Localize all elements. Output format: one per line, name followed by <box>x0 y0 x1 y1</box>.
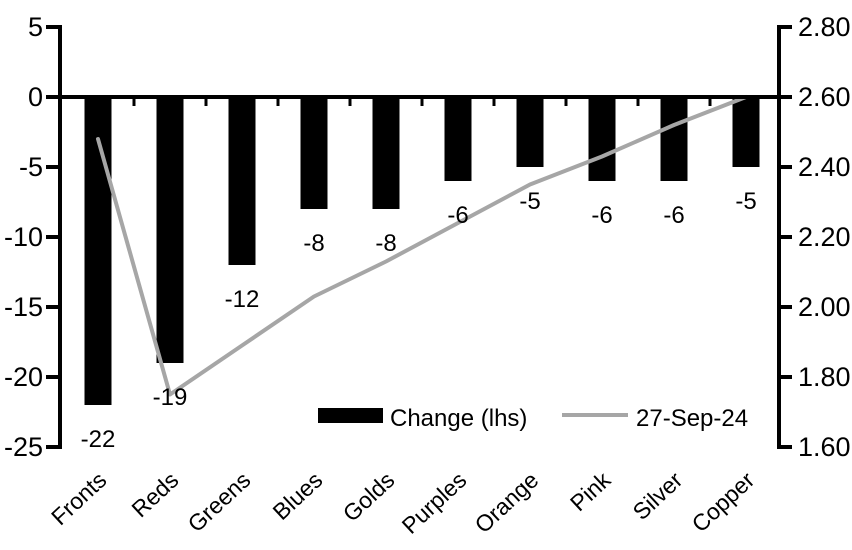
y-right-tick-label: 2.20 <box>798 222 851 252</box>
y-right-tick-label: 2.00 <box>798 292 851 322</box>
y-left-tick-label: -20 <box>4 362 43 392</box>
bar-data-label: -22 <box>81 426 116 453</box>
bar-data-label: -8 <box>303 230 324 257</box>
y-right-tick-label: 2.60 <box>798 82 851 112</box>
bar-blues <box>300 97 328 209</box>
y-right-tick-label: 2.40 <box>798 152 851 182</box>
bar-data-label: -19 <box>153 384 188 411</box>
legend-bar-swatch <box>318 408 383 423</box>
bar-data-label: -12 <box>225 286 260 313</box>
bar-fronts <box>84 97 112 405</box>
bar-greens <box>228 97 256 265</box>
bar-copper <box>732 97 760 167</box>
legend <box>318 408 628 423</box>
bar-data-label: -5 <box>735 188 756 215</box>
y-left-tick-label: -15 <box>4 292 43 322</box>
bar-data-label: -8 <box>375 230 396 257</box>
y-left-tick-label: 0 <box>28 82 43 112</box>
bar-silver <box>660 97 688 181</box>
y-right-tick-label: 1.80 <box>798 362 851 392</box>
y-right-tick-label: 1.60 <box>798 432 851 462</box>
bar-data-label: -5 <box>519 188 540 215</box>
bar-purples <box>444 97 472 181</box>
y-right-tick-label: 2.80 <box>798 12 851 42</box>
y-left-tick-label: 5 <box>28 12 43 42</box>
bar-data-label: -6 <box>663 202 684 229</box>
bar-data-label: -6 <box>447 202 468 229</box>
legend-line-label: 27-Sep-24 <box>636 405 748 432</box>
y-left-tick-label: -10 <box>4 222 43 252</box>
bar-golds <box>372 97 400 209</box>
bar-pink <box>588 97 616 181</box>
bar-orange <box>516 97 544 167</box>
y-left-tick-label: -25 <box>4 432 43 462</box>
bar-data-label: -6 <box>591 202 612 229</box>
legend-bar-label: Change (lhs) <box>390 405 527 432</box>
line-series <box>96 95 748 397</box>
y-left-tick-label: -5 <box>19 152 43 182</box>
bar-reds <box>156 97 184 363</box>
